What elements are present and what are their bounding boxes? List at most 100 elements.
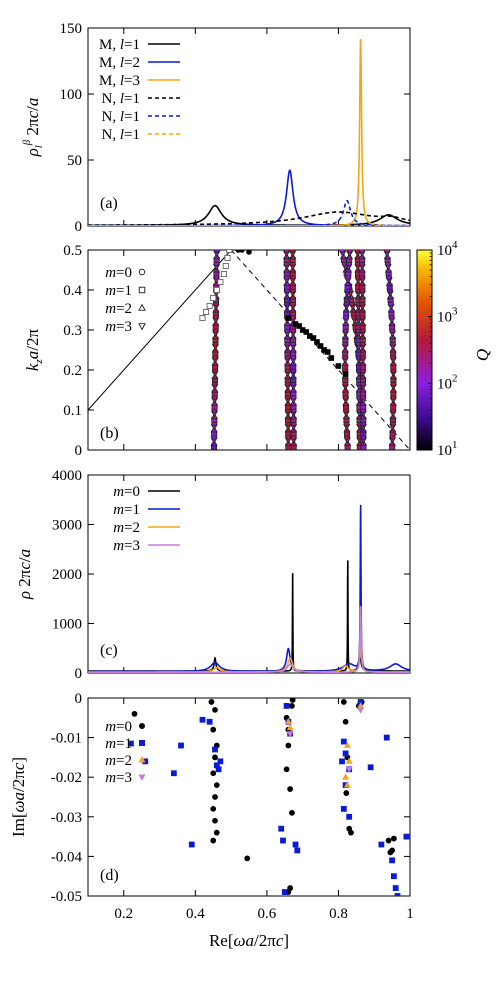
legend-label: m=1 xyxy=(105,736,132,752)
scatter-point xyxy=(390,873,397,880)
panel-c-ylabel: ρ 2πc/a xyxy=(15,549,34,600)
y-tick-label: 0.1 xyxy=(63,403,82,419)
x-tick-label: 0.2 xyxy=(114,906,133,922)
band-point xyxy=(339,250,346,253)
x-tick-label: 0.8 xyxy=(329,906,348,922)
legend-label: m=3 xyxy=(105,770,132,786)
scatter-point xyxy=(340,699,347,705)
black-square-point xyxy=(324,349,331,355)
y-tick-label: -0.01 xyxy=(51,731,82,747)
scatter-point xyxy=(340,805,347,812)
black-square-point xyxy=(285,315,292,321)
panel-d-legend: m=0m=1m=2m=3 xyxy=(105,719,146,786)
band-point xyxy=(283,250,290,253)
scatter-point xyxy=(289,703,295,709)
y-tick-label: -0.04 xyxy=(51,849,83,865)
legend-label: m=0 xyxy=(105,719,132,735)
legend-label: m=1 xyxy=(105,283,132,299)
black-square-point xyxy=(310,335,317,341)
scatter-point xyxy=(244,855,251,862)
legend-label: m=3 xyxy=(105,319,132,335)
y-tick-label: 4000 xyxy=(52,468,82,484)
open-square-point xyxy=(226,250,233,253)
scatter-point xyxy=(217,758,224,765)
x-tick-label: 0.6 xyxy=(258,906,277,922)
legend-label: M, l=1 xyxy=(99,37,140,53)
panel-d-xlabel: Re[ωa/2πc] xyxy=(209,931,289,950)
panel-c-label: (c) xyxy=(100,642,118,659)
scatter-point xyxy=(210,805,217,812)
panel-b-plot xyxy=(88,250,410,450)
scatter-point xyxy=(170,770,177,777)
scatter-point xyxy=(212,754,218,761)
series-line xyxy=(88,169,410,226)
panel-b-ticks: 0 0.1 0.2 0.3 0.4 0.5 xyxy=(63,243,411,459)
panel-a-legend: M, l=1 M, l=2 M, l=3 N, l=1 N, l=1 N, l=1 xyxy=(99,37,180,143)
scatter-point xyxy=(392,885,399,891)
scatter-point xyxy=(199,716,206,723)
scatter-point xyxy=(284,717,292,725)
scatter-point xyxy=(390,835,397,842)
scatter-point xyxy=(342,718,349,725)
scatter-point xyxy=(357,707,365,714)
y-tick-label: 100 xyxy=(60,87,83,103)
panel-c-curves xyxy=(88,504,410,673)
colorbar-tick-label: 102 xyxy=(437,372,458,392)
series-line xyxy=(88,199,410,226)
legend-label: M, l=3 xyxy=(99,73,140,89)
scatter-point xyxy=(212,706,218,713)
legend-label: m=0 xyxy=(113,484,140,500)
scatter-point xyxy=(403,833,410,840)
legend-label: m=1 xyxy=(113,502,140,518)
scatter-point xyxy=(212,794,218,800)
scatter-point xyxy=(283,766,290,773)
panel-a-spectral-density: 0 50 100 150 M, l=1 M, l=2 M, l=3 N, l=1 N, l=1… xyxy=(21,21,411,235)
band-point xyxy=(346,250,353,253)
light-line xyxy=(230,250,410,450)
scatter-point xyxy=(340,738,347,745)
panel-c-ticks: 0 1000 2000 3000 4000 xyxy=(52,468,411,682)
panel-b-band-structure: 0 0.1 0.2 0.3 0.4 0.5 m=0 m=1 m=2 m=3 (b) kza/2π… xyxy=(23,239,492,459)
y-tick-label: 0 xyxy=(75,666,83,682)
open-square-point xyxy=(199,314,206,321)
band-point xyxy=(383,250,390,253)
open-square-point xyxy=(220,270,227,277)
scatter-point xyxy=(345,766,353,774)
scatter-point xyxy=(215,766,222,773)
panel-b-ylabel: kza/2π xyxy=(23,329,45,372)
scatter-point xyxy=(385,837,392,844)
panel-d-ticks: 0.2 0.4 0.6 0.8 1 0 -0.01 -0.02 -0.03 -0.04 -0.05 xyxy=(51,691,414,922)
open-square-point xyxy=(224,254,231,261)
series-line xyxy=(88,605,410,673)
colorbar-tick-label: 101 xyxy=(437,439,458,459)
open-square-point xyxy=(203,308,210,315)
y-tick-label: 0 xyxy=(75,443,83,459)
black-square-point xyxy=(328,355,335,361)
colorbar-tick-label: 103 xyxy=(437,306,458,326)
y-tick-label: 0 xyxy=(75,691,83,707)
band-point xyxy=(359,250,366,253)
scatter-point xyxy=(213,782,220,789)
scatter-point xyxy=(378,841,385,848)
panel-d-label: (d) xyxy=(100,867,119,884)
scatter-point xyxy=(131,710,138,717)
y-tick-label: -0.05 xyxy=(51,889,82,905)
scatter-point xyxy=(342,750,349,757)
legend-label: m=3 xyxy=(113,538,140,554)
legend-marker xyxy=(138,723,145,730)
legend-label: M, l=2 xyxy=(99,55,140,71)
scatter-point xyxy=(210,726,217,733)
scatter-point xyxy=(283,703,290,709)
panel-c-total-density: 0 1000 2000 3000 4000 m=0 m=1 m=2 m=3 (c) ρ 2πc… xyxy=(15,468,411,682)
open-square-point xyxy=(213,286,220,293)
scatter-point xyxy=(346,813,353,820)
scatter-point xyxy=(345,757,353,764)
scatter-point xyxy=(389,857,396,864)
scatter-point xyxy=(343,781,351,788)
legend-label: m=0 xyxy=(105,265,132,281)
open-square-point xyxy=(206,302,213,309)
open-square-point xyxy=(217,278,224,285)
scatter-point xyxy=(212,817,218,824)
scatter-point xyxy=(278,825,285,832)
